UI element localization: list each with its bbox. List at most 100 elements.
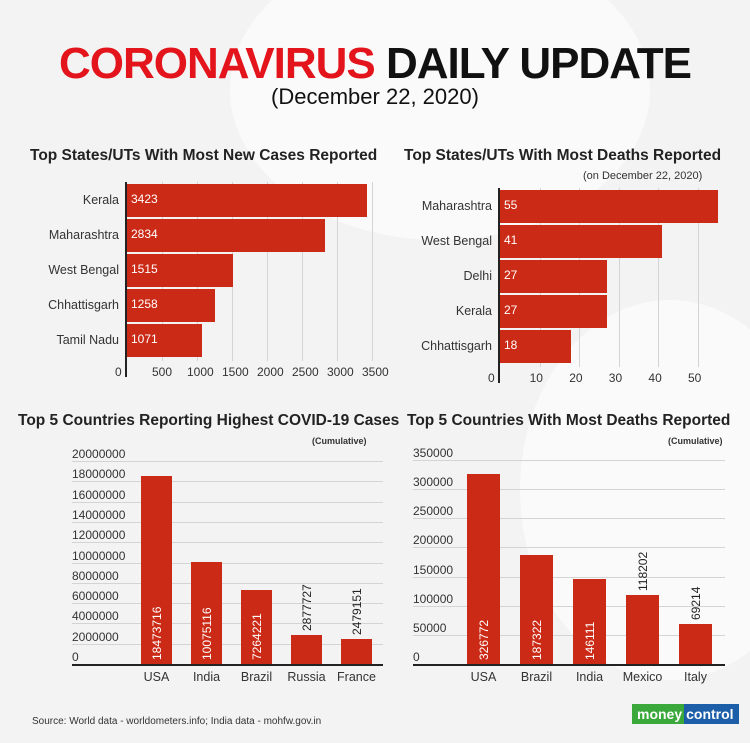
bar-value: 118202 [635,551,650,592]
bar: 1258 [127,289,216,322]
bar [241,590,272,664]
bar-value: 2877727 [299,584,314,631]
category-label: Delhi [463,269,493,283]
bar: 1071 [127,324,202,357]
category-label: West Bengal [421,234,492,248]
bar [626,595,659,664]
chart-title: Top 5 Countries Reporting Highest COVID-… [18,412,400,429]
page-subtitle: (December 22, 2020) [271,84,479,109]
bar: 1515 [127,254,234,287]
x-tick-label: 30 [608,371,623,385]
chart-title: Top States/UTs With Most New Cases Repor… [30,147,378,164]
gridline [413,576,725,578]
page-title: CORONAVIRUS DAILY UPDATE [0,40,750,88]
chart-subtitle: (on December 22, 2020) [583,170,703,182]
y-tick-label: 300000 [413,475,454,490]
source-note: Source: World data - worldometers.info; … [32,716,322,727]
category-label: Italy [684,670,707,684]
bar: 41 [500,225,663,258]
category-label: USA [143,670,170,684]
x-tick-label: 40 [648,371,662,385]
x-tick-label: 20 [569,371,583,385]
gridline [72,461,383,462]
bar [341,638,372,664]
category-label: Russia [287,670,326,684]
bar-value: 18473716 [149,606,164,660]
gridline [413,547,725,549]
x-tick-label: 0 [488,371,495,385]
x-axis [72,664,383,666]
category-label: Chhattisgarh [421,339,492,353]
gridline [413,460,725,461]
moneycontrol-logo: money control [632,704,739,724]
gridline [72,481,383,483]
bar [679,623,712,664]
gridline [413,518,725,520]
category-label: France [337,670,376,684]
gridline [72,501,383,503]
bar-value: 55 [504,198,518,212]
gridline [337,182,338,361]
category-label: Brazil [240,670,273,684]
gridline [72,521,383,523]
bar [291,634,322,664]
y-tick-label: 50000 [413,620,447,635]
bar-value: 3423 [131,192,158,206]
bar: 3423 [127,184,367,217]
gridline [72,562,383,564]
y-tick-label: 6000000 [72,589,119,604]
y-tick-label: 4000000 [72,609,119,624]
gridline [72,643,383,645]
gridline [72,623,383,625]
chart-subtitle: (Cumulative) [312,436,367,446]
bar-value: 27 [504,268,518,282]
bar-value: 41 [504,233,518,247]
bar-value: 1071 [131,332,158,346]
y-axis [498,188,500,383]
gridline [72,603,383,605]
gridline [413,489,725,491]
y-tick-label: 16000000 [72,487,126,502]
y-tick-label: 14000000 [72,507,126,522]
gridline [413,634,725,636]
y-axis [125,182,127,377]
bar-value: 69214 [688,586,703,620]
gridline [302,182,303,361]
x-tick-label: 10 [529,371,543,385]
x-tick-label: 1500 [222,365,249,379]
gridline [698,188,699,367]
y-tick-label: 20000000 [72,447,126,461]
category-label: Maharashtra [48,228,119,242]
title-black: DAILY UPDATE [385,39,692,88]
chart-subtitle: (Cumulative) [668,436,723,446]
category-label: Kerala [455,304,492,318]
category-label: India [575,670,604,684]
bar-value: 1258 [131,297,158,311]
gridline [413,605,725,607]
gridline [267,182,268,361]
x-tick-label: 2500 [292,365,319,379]
category-label: Chhattisgarh [48,298,119,312]
y-tick-label: 200000 [413,533,454,548]
bar [520,554,553,664]
y-tick-label: 18000000 [72,467,126,482]
bar-value: 7264221 [249,613,264,660]
bar-value: 146111 [582,621,597,660]
bar-value: 2834 [131,227,158,241]
bar [191,561,222,664]
bar [573,578,606,664]
bar: 2834 [127,219,326,252]
title-red: CORONAVIRUS [58,39,376,88]
bar-value: 2479151 [349,588,364,635]
bar: 27 [500,295,607,328]
chart-title: Top States/UTs With Most Deaths Reported [404,147,722,164]
bar-value: 27 [504,303,518,317]
gridline [658,188,660,367]
y-tick-label: 10000000 [72,548,126,563]
bar-value: 326772 [476,619,491,660]
category-label: Maharashtra [421,199,492,213]
x-axis [413,664,725,666]
x-tick-label: 3500 [362,365,389,379]
category-label: Tamil Nadu [56,333,119,347]
chart-title: Top 5 Countries With Most Deaths Reporte… [407,412,731,429]
